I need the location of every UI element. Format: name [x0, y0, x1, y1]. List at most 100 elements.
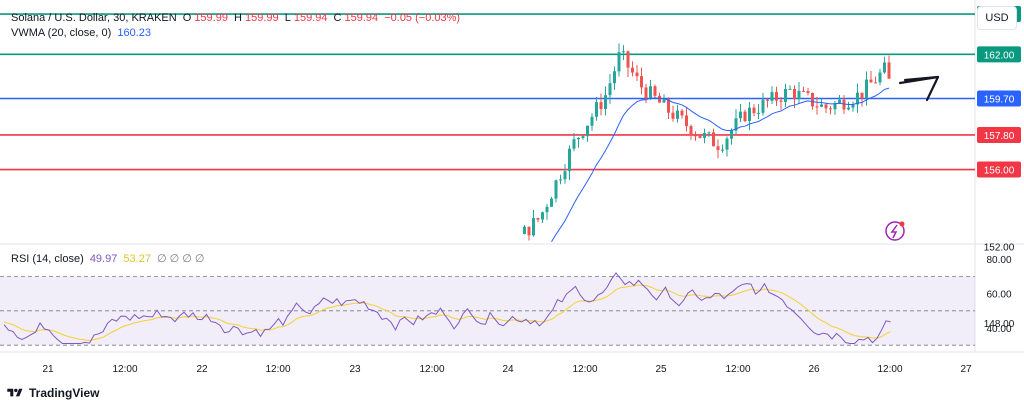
level-badge: [977, 126, 1021, 143]
candle-body: [617, 52, 621, 72]
candle-body: [622, 51, 625, 53]
candle-body: [545, 206, 549, 213]
rsi-ma-value: 53.27: [123, 253, 151, 265]
candle-body: [586, 125, 589, 137]
candle-body: [694, 135, 697, 137]
candle-body: [532, 218, 535, 236]
candle-body: [658, 95, 661, 103]
candle-body: [698, 135, 702, 138]
vwma-label[interactable]: VWMA (20, close, 0): [11, 27, 112, 39]
low-label: L: [284, 12, 291, 24]
rsi-empty-values: ∅ ∅ ∅ ∅: [157, 253, 205, 265]
time-tick-label: 22: [196, 364, 208, 375]
high-value: 159.99: [244, 12, 279, 24]
candle-body: [676, 110, 679, 119]
candlestick-series: [523, 43, 891, 241]
candle-body: [653, 86, 657, 96]
candle-body: [550, 198, 553, 207]
candle-body: [541, 212, 544, 220]
candle-body: [739, 111, 742, 119]
vwma-value: 160.23: [117, 27, 151, 39]
level-price-label: 156.00: [984, 166, 1015, 177]
candle-body: [613, 71, 616, 84]
candle-body: [563, 171, 567, 180]
candle-body: [581, 136, 585, 139]
level-badge: [977, 90, 1021, 107]
candle-body: [527, 226, 531, 236]
candle-body: [878, 72, 882, 83]
time-tick-label: 23: [349, 364, 361, 375]
time-tick-label: 12:00: [572, 364, 597, 375]
candle-body: [874, 82, 877, 84]
candle-body: [815, 106, 819, 108]
close-value: 159.94: [344, 12, 379, 24]
candle-body: [811, 92, 814, 107]
candle-body: [788, 88, 792, 90]
candle-body: [730, 130, 733, 139]
candle-body: [554, 180, 558, 199]
price-tick-label: 152.00: [984, 242, 1015, 253]
candle-body: [869, 79, 873, 83]
candle-body: [761, 99, 765, 113]
candle-body: [865, 79, 868, 99]
candle-body: [523, 226, 526, 234]
candle-body: [748, 107, 751, 122]
bolt-icon[interactable]: [885, 221, 905, 241]
candle-body: [712, 132, 715, 147]
rsi-value: 49.97: [89, 253, 118, 265]
candle-body: [626, 51, 630, 68]
time-tick-label: 21: [42, 364, 54, 375]
currency-button[interactable]: USD: [977, 6, 1017, 30]
level-price-label: 162.00: [984, 50, 1015, 61]
rsi-ma-line: [3, 284, 891, 342]
rsi-legend: RSI (14, close) 49.97 53.27 ∅ ∅ ∅ ∅: [11, 252, 208, 265]
candle-body: [640, 76, 643, 88]
candle-body: [667, 99, 670, 113]
candle-body: [685, 115, 688, 127]
candle-body: [820, 104, 823, 107]
candle-body: [766, 99, 769, 101]
symbol-title[interactable]: Solana / U.S. Dollar, 30, KRAKEN: [11, 12, 177, 24]
candle-body: [631, 67, 634, 73]
candle-body: [608, 83, 612, 96]
open-label: O: [182, 12, 192, 24]
candle-body: [887, 62, 891, 79]
candle-body: [797, 90, 801, 100]
candle-body: [590, 116, 594, 126]
candle-body: [577, 138, 580, 140]
candle-body: [883, 62, 886, 73]
candle-body: [757, 112, 760, 114]
time-tick-label: 27: [960, 364, 972, 375]
candle-body: [689, 126, 693, 136]
candle-body: [856, 92, 859, 105]
candle-body: [595, 102, 598, 117]
candle-body: [779, 100, 783, 102]
candle-body: [752, 107, 756, 114]
time-tick-label: 12:00: [725, 364, 750, 375]
candle-body: [725, 138, 729, 150]
tradingview-logo[interactable]: TradingView: [6, 386, 99, 400]
price-legend: Solana / U.S. Dollar, 30, KRAKEN O 159.99…: [11, 12, 463, 24]
candle-body: [770, 92, 774, 101]
candle-body: [793, 88, 796, 100]
rsi-tick-label: 60.00: [986, 290, 1011, 301]
candle-body: [721, 149, 724, 151]
candle-body: [635, 72, 639, 77]
candle-body: [662, 99, 666, 103]
candle-body: [568, 148, 571, 172]
candle-body: [536, 218, 540, 220]
brand-name: TradingView: [29, 386, 100, 400]
candle-body: [680, 110, 684, 116]
rsi-tick-label: 80.00: [986, 255, 1011, 266]
candle-body: [833, 103, 837, 110]
candle-body: [775, 92, 778, 101]
level-badge: [977, 46, 1021, 63]
candle-body: [851, 104, 855, 108]
candle-body: [649, 86, 652, 99]
change-value: −0.05 (−0.03%): [384, 12, 461, 24]
tradingview-icon: [7, 388, 23, 397]
candle-body: [847, 107, 850, 110]
rsi-label[interactable]: RSI (14, close): [11, 253, 84, 265]
open-value: 159.99: [194, 12, 228, 24]
